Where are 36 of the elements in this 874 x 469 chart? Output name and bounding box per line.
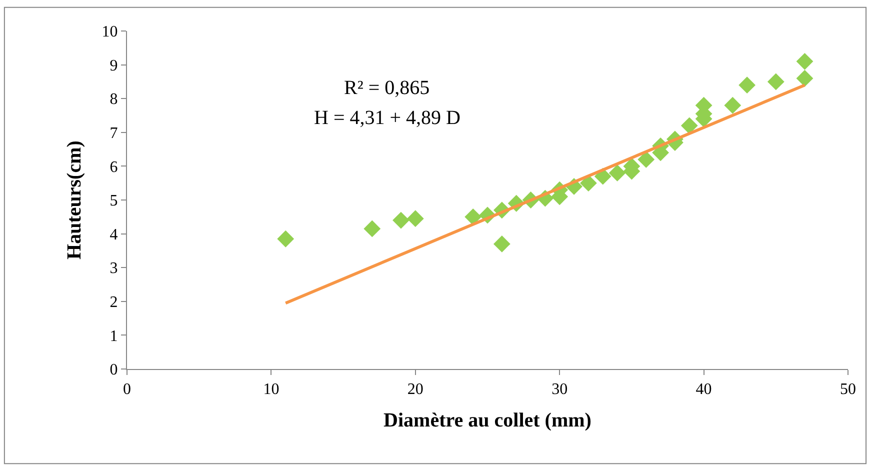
point — [277, 230, 294, 248]
point — [680, 117, 698, 134]
x-axis-title: Diamètre au collet (mm) — [384, 410, 592, 432]
y-tick-label: 10 — [102, 24, 118, 41]
y-tick-label: 6 — [110, 158, 118, 176]
y-tick-label: 0 — [110, 362, 118, 379]
point — [608, 164, 626, 182]
point — [796, 70, 814, 87]
x-tick-label: 20 — [407, 381, 424, 398]
x-tick-label: 0 — [123, 381, 131, 398]
annotation: R² = 0,865 — [344, 77, 430, 99]
y-tick-label: 5 — [110, 192, 118, 210]
point — [638, 150, 655, 168]
y-tick-label: 8 — [110, 91, 118, 108]
point — [406, 210, 424, 228]
point — [767, 73, 784, 90]
y-tick-label: 4 — [110, 226, 118, 244]
y-axis-title: Hauteurs(cm) — [63, 140, 86, 260]
point — [796, 52, 814, 70]
y-tick-label: 3 — [110, 260, 118, 278]
point — [493, 235, 510, 252]
point — [464, 208, 482, 226]
y-tick-label: 9 — [110, 57, 118, 74]
x-tick-label: 30 — [552, 381, 568, 398]
annotation: H = 4,31 + 4,89 D — [314, 107, 460, 129]
x-tick-label: 40 — [696, 381, 712, 398]
y-tick-label: 1 — [110, 328, 118, 345]
x-tick-label: 50 — [840, 381, 856, 398]
x-tick-label: 10 — [263, 381, 280, 398]
point — [738, 76, 756, 94]
y-tick-label: 2 — [110, 294, 118, 311]
point — [392, 212, 410, 229]
y-tick-label: 7 — [110, 125, 118, 142]
point — [580, 174, 597, 192]
point — [724, 96, 742, 114]
point — [364, 220, 381, 238]
